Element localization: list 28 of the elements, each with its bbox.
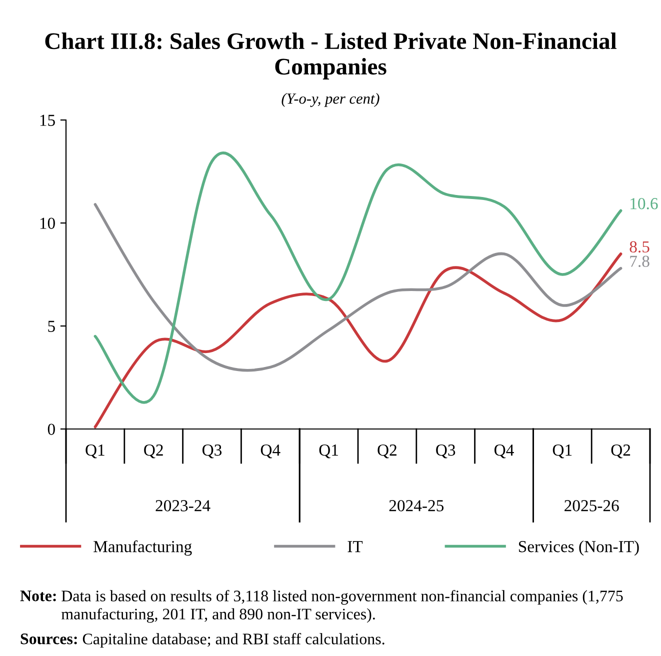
text: 2025-26 bbox=[564, 500, 619, 512]
source-note: Sources: Capitaline database; and RBI staff calculations. bbox=[20, 633, 384, 648]
legend-label: Services (Non-IT) bbox=[518, 540, 639, 556]
x-tick-label: Q3 bbox=[202, 444, 222, 458]
x-tick-label: Q2 bbox=[611, 444, 630, 458]
x-tick-label: Q1 bbox=[86, 444, 104, 458]
x-tick-label: Q1 bbox=[319, 444, 338, 458]
y-tick-label: 10 bbox=[40, 218, 55, 229]
chart-title: Chart III.8: Sales Growth - Listed Private Non-Financial Companies bbox=[45, 32, 616, 80]
legend-label: Manufacturing bbox=[94, 540, 192, 556]
x-tick-label: Q2 bbox=[144, 444, 163, 458]
y-tick-label: 5 bbox=[48, 320, 55, 332]
data-label: 8.5 bbox=[630, 241, 650, 253]
x-tick-label: Q1 bbox=[552, 444, 572, 458]
x-tick-label: Q4 bbox=[260, 444, 280, 458]
y-tick-label: 15 bbox=[40, 114, 55, 126]
text: 2023-24 bbox=[156, 500, 210, 512]
text: 2024-25 bbox=[389, 500, 444, 512]
chart-subtitle: (Y-o-y, per cent) bbox=[282, 93, 380, 107]
x-tick-label: Q2 bbox=[378, 444, 396, 458]
data-label: 10.6 bbox=[630, 198, 658, 210]
text: Note: Data is based on results of 3,118 listed non-government non-financial companies (1,775 manufacturing, 201 IT, and 890 non-IT services). bbox=[20, 590, 623, 623]
line-series bbox=[94, 252, 622, 428]
data-label: 7.8 bbox=[630, 256, 650, 268]
legend-label: IT bbox=[348, 541, 363, 552]
x-tick-label: Q3 bbox=[436, 444, 456, 458]
x-tick-label: Q4 bbox=[494, 444, 514, 458]
y-tick-label: 0 bbox=[48, 424, 55, 435]
